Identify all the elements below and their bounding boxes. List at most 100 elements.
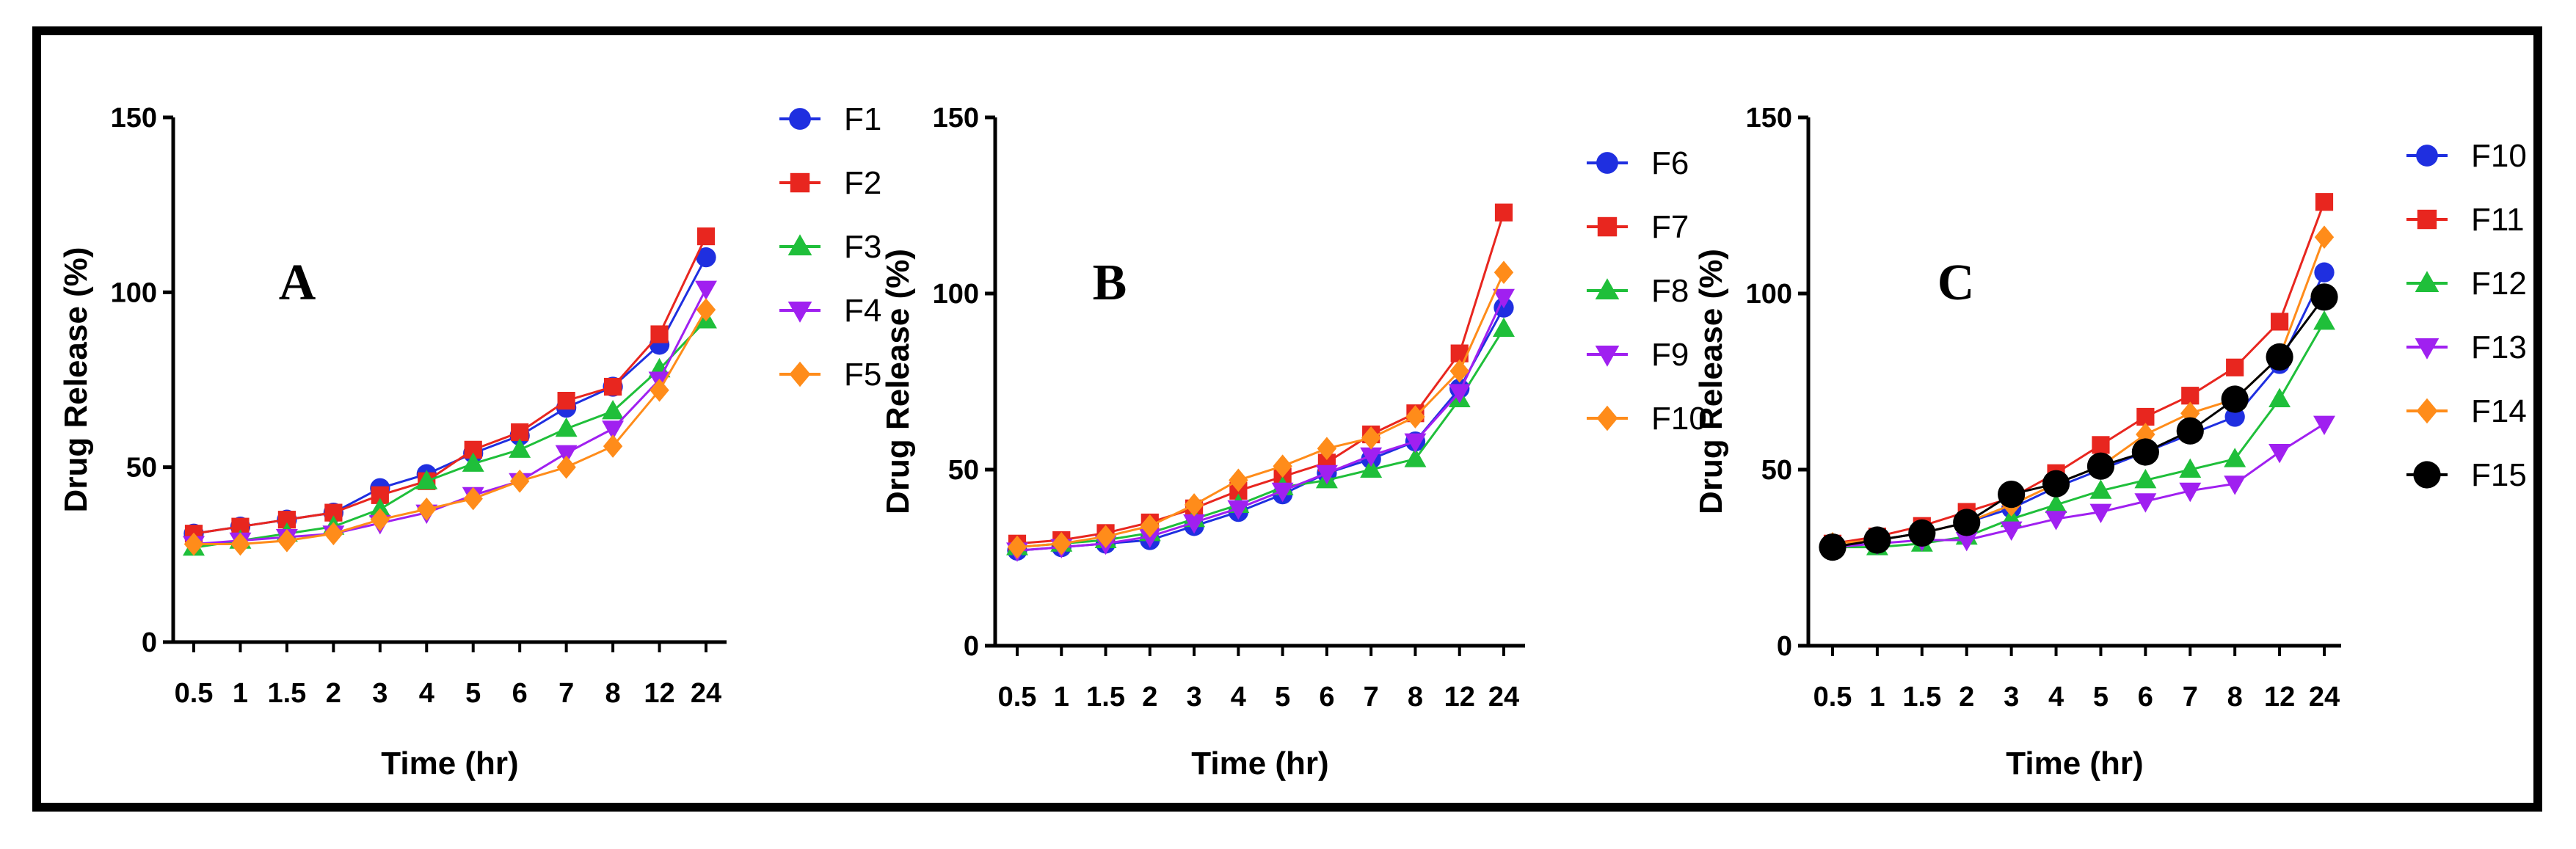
- x-tick-label: 1.5: [1086, 682, 1125, 713]
- legend-label: F6: [1651, 145, 1689, 181]
- y-tick-label: 0: [964, 631, 979, 662]
- legend-marker: [790, 172, 810, 193]
- legend-marker: [2416, 398, 2438, 424]
- figure-frame: [32, 26, 2542, 812]
- x-tick-label: 6: [512, 678, 528, 709]
- x-tick-label: 4: [1231, 682, 1246, 713]
- y-tick-label: 50: [1761, 455, 1792, 486]
- legend-item-f7: F7: [1587, 209, 1689, 245]
- data-point: [2181, 387, 2200, 405]
- x-axis-title: Time (hr): [381, 746, 518, 781]
- legend-label: F11: [2471, 202, 2525, 238]
- data-point: [511, 423, 529, 442]
- data-point: [2134, 469, 2157, 489]
- legend-item-f10: F10: [2406, 138, 2527, 174]
- data-point: [417, 498, 437, 521]
- data-point: [555, 417, 578, 437]
- series-f9: [1006, 288, 1515, 562]
- data-point: [2314, 262, 2335, 283]
- data-point: [696, 227, 716, 246]
- x-tick-label: 2: [326, 678, 341, 709]
- x-tick-label: 7: [2183, 682, 2198, 713]
- x-tick-label: 12: [1444, 682, 1475, 713]
- series-line: [193, 288, 707, 546]
- data-point: [1007, 535, 1027, 559]
- series-line: [1832, 201, 2326, 545]
- series-line: [193, 319, 707, 549]
- legend-label: F2: [844, 165, 881, 201]
- data-point: [1953, 509, 1981, 536]
- x-tick-label: 7: [559, 678, 574, 709]
- data-point: [2136, 407, 2155, 426]
- legend-label: F1: [844, 101, 881, 137]
- legend-label: F12: [2471, 266, 2527, 302]
- legend-marker: [2417, 209, 2437, 230]
- x-tick-label: 6: [1319, 682, 1334, 713]
- data-point: [1317, 437, 1337, 461]
- data-point: [2042, 470, 2070, 498]
- x-tick-label: 24: [2309, 682, 2340, 713]
- data-point: [2315, 193, 2334, 211]
- series-f8: [1006, 317, 1515, 555]
- x-axis-title: Time (hr): [2006, 746, 2143, 781]
- data-point: [2089, 503, 2112, 523]
- data-point: [2310, 283, 2338, 311]
- data-point: [696, 247, 716, 268]
- data-point: [1494, 203, 1513, 222]
- data-point: [1863, 526, 1891, 554]
- legend-item-f3: F3: [779, 229, 881, 265]
- legend: F6 F7 F8 F9 F10: [1587, 145, 1707, 437]
- legend-item-f12: F12: [2406, 266, 2527, 302]
- data-point: [603, 377, 622, 396]
- data-point: [1493, 317, 1515, 337]
- data-point: [2270, 313, 2289, 331]
- legend-marker: [789, 361, 811, 387]
- data-point: [2268, 444, 2291, 464]
- series-line: [1016, 307, 1505, 552]
- legend-marker: [2415, 338, 2439, 360]
- legend-label: F4: [844, 293, 881, 329]
- data-point: [1229, 468, 1248, 492]
- data-point: [1184, 493, 1204, 517]
- data-point: [462, 452, 484, 472]
- data-point: [1955, 532, 1978, 552]
- legend-label: F15: [2471, 457, 2527, 493]
- data-point: [603, 434, 623, 458]
- legend-marker: [787, 234, 812, 255]
- data-point: [324, 522, 343, 546]
- y-axis-title: Drug Release (%): [58, 247, 94, 513]
- legend: F1 F2 F3 F4 F5: [779, 101, 881, 393]
- data-point: [2045, 493, 2067, 513]
- chart-panel-c: 0 50 100 150 0.5 1 1.5 2 3 4 5 6 7 8 12 24 Time (hr) Drug…: [1693, 103, 2527, 781]
- x-tick-label: 5: [465, 678, 481, 709]
- data-point: [602, 420, 625, 440]
- y-axis-title: Drug Release (%): [880, 249, 916, 514]
- series-line: [194, 309, 707, 546]
- x-tick-label: 0.5: [998, 682, 1037, 713]
- series-line: [193, 236, 707, 535]
- data-point: [556, 455, 576, 479]
- y-tick-label: 50: [126, 453, 157, 484]
- x-tick-label: 4: [2048, 682, 2064, 713]
- data-point: [1360, 458, 1383, 478]
- data-point: [2266, 343, 2293, 371]
- legend-item-f6: F6: [1587, 145, 1689, 181]
- data-point: [1140, 514, 1160, 538]
- legend-item-f14: F14: [2406, 393, 2527, 429]
- data-point: [1493, 260, 1514, 285]
- x-tick-label: 4: [419, 678, 434, 709]
- series-line: [1832, 296, 2326, 549]
- data-point: [1405, 405, 1425, 429]
- series-f3: [183, 309, 717, 556]
- legend-label: F9: [1651, 337, 1689, 373]
- series-f10: [1007, 260, 1514, 559]
- chart-panel-a: 0 50 100 150 0.5 1 1.5 2 3 4 5 6 7 8 12 24 Time (hr) Drug…: [58, 101, 881, 781]
- y-tick-label: 100: [111, 277, 157, 308]
- data-point: [463, 487, 483, 511]
- legend-item-f8: F8: [1587, 273, 1689, 309]
- data-point: [2179, 482, 2202, 503]
- y-tick-label: 0: [142, 627, 157, 658]
- x-tick-label: 5: [2093, 682, 2109, 713]
- data-point: [277, 528, 297, 553]
- legend-label: F10: [1651, 401, 1707, 437]
